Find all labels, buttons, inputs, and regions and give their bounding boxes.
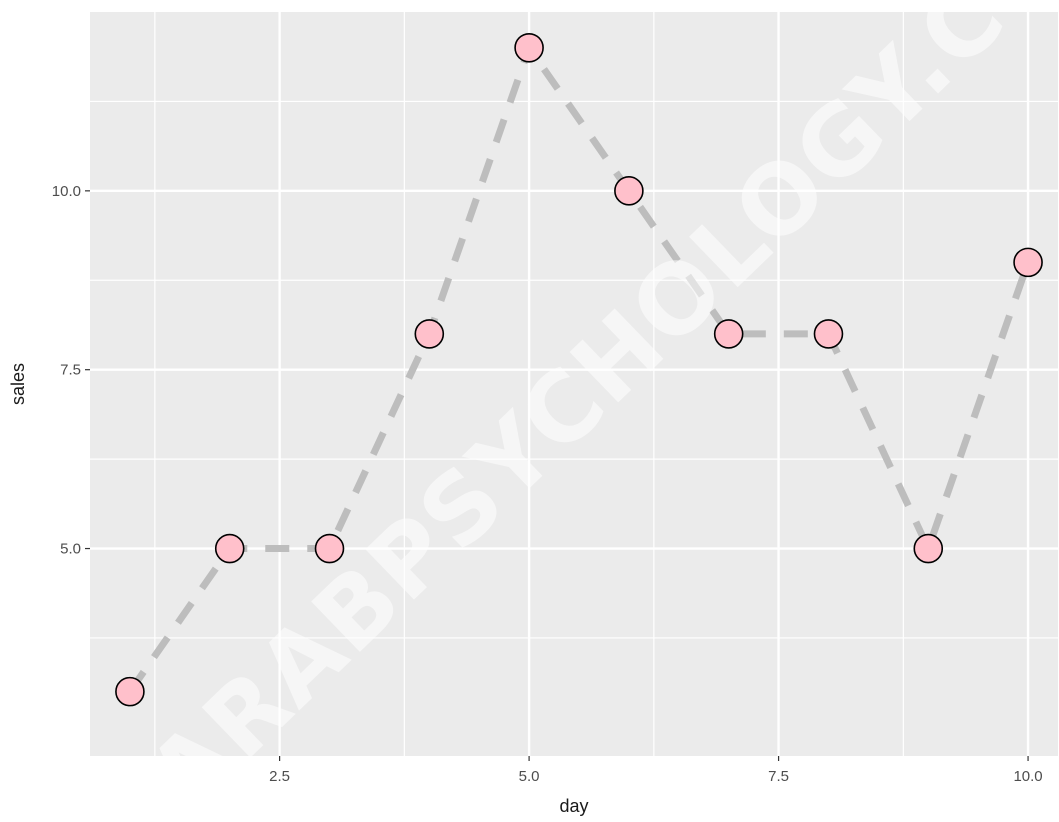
y-tick-label: 10.0 — [52, 183, 81, 200]
data-point — [214, 533, 245, 564]
series-line — [127, 44, 1032, 694]
x-axis-ticks: 2.5 5.0 7.5 10.0 — [269, 756, 1043, 785]
data-point — [314, 533, 345, 564]
y-axis-ticks: 5.0 7.5 10.0 — [52, 183, 90, 558]
data-points — [115, 32, 1043, 707]
data-point — [713, 319, 744, 349]
data-point — [514, 32, 544, 63]
plot-panel — [90, 12, 1058, 756]
y-tick-label: 7.5 — [60, 362, 81, 379]
data-point — [1013, 247, 1043, 278]
x-axis-title: day — [559, 796, 588, 816]
data-point — [614, 176, 644, 206]
data-point — [913, 533, 944, 564]
y-tick-label: 5.0 — [60, 541, 81, 558]
x-tick-label: 2.5 — [269, 768, 290, 785]
minor-gridlines — [90, 12, 1058, 756]
x-tick-label: 10.0 — [1013, 768, 1042, 785]
x-tick-label: 7.5 — [768, 768, 789, 785]
series-line-group — [127, 44, 1032, 694]
y-axis-title: sales — [8, 363, 28, 405]
data-point — [115, 676, 145, 707]
data-point — [414, 319, 445, 349]
major-gridlines — [90, 12, 1058, 756]
data-point — [813, 319, 844, 349]
x-tick-label: 5.0 — [519, 768, 540, 785]
